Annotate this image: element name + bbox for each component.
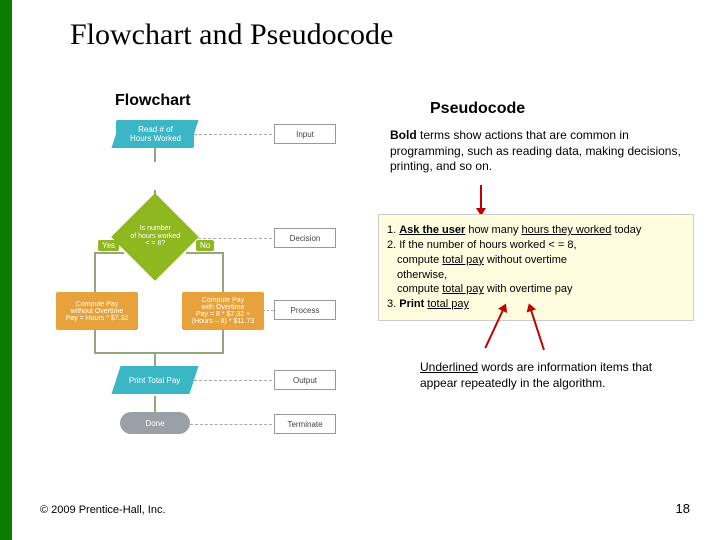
- connector: [94, 252, 96, 292]
- pseudo-line-2c: compute total pay with overtime pay: [387, 282, 685, 297]
- connector: [154, 396, 156, 412]
- bold-word: Bold: [390, 128, 417, 142]
- legend-input: Input: [274, 124, 336, 144]
- legend-connector: [188, 238, 272, 239]
- accent-bar: [0, 0, 12, 540]
- node-read: Read # of Hours Worked: [111, 120, 198, 148]
- pseudo-line-2b: otherwise,: [387, 268, 685, 283]
- connector: [186, 252, 224, 254]
- legend-terminate: Terminate: [274, 414, 336, 434]
- copyright: © 2009 Prentice-Hall, Inc.: [40, 504, 166, 516]
- underlined-description: Underlined words are information items t…: [420, 360, 690, 391]
- legend-connector: [190, 424, 272, 425]
- node-compute-b: Compute Pay with Overtime Pay = 8 * $7.3…: [182, 292, 264, 330]
- bold-description: Bold terms show actions that are common …: [390, 128, 690, 175]
- connector: [222, 330, 224, 352]
- legend-process: Process: [274, 300, 336, 320]
- label-yes: Yes: [98, 240, 119, 251]
- bold-desc-text: terms show actions that are common in pr…: [390, 128, 681, 173]
- node-print: Print Total Pay: [111, 366, 198, 394]
- legend-decision: Decision: [274, 228, 336, 248]
- node-done: Done: [120, 412, 190, 434]
- pseudo-line-3: 3. Print total pay: [387, 297, 685, 312]
- connector: [94, 330, 96, 352]
- subtitle-flowchart: Flowchart: [115, 92, 191, 110]
- subtitle-pseudocode: Pseudocode: [430, 100, 525, 118]
- legend-output: Output: [274, 370, 336, 390]
- label-no: No: [196, 240, 214, 251]
- underlined-word: Underlined: [420, 360, 478, 374]
- node-compute-a: Compute Pay without Overtime Pay = Hours…: [56, 292, 138, 330]
- connector: [94, 352, 224, 354]
- connector: [222, 252, 224, 292]
- node-decision: Is number of hours worked < = 8?: [111, 193, 199, 281]
- page-number: 18: [676, 501, 690, 516]
- pseudo-line-2a: compute total pay without overtime: [387, 253, 685, 268]
- connector: [94, 252, 124, 254]
- legend-connector: [194, 380, 272, 381]
- page-title: Flowchart and Pseudocode: [70, 18, 393, 52]
- pseudo-line-2: 2. If the number of hours worked < = 8,: [387, 238, 685, 253]
- connector: [154, 148, 156, 162]
- flowchart: Ask for # of Hours Worked Read # of Hour…: [60, 120, 360, 480]
- connector: [154, 352, 156, 366]
- pseudo-line-1: 1. Ask the user how many hours they work…: [387, 223, 685, 238]
- arrow-to-pseudo: [480, 185, 482, 210]
- pseudocode-box: 1. Ask the user how many hours they work…: [378, 214, 694, 321]
- legend-connector: [194, 134, 272, 135]
